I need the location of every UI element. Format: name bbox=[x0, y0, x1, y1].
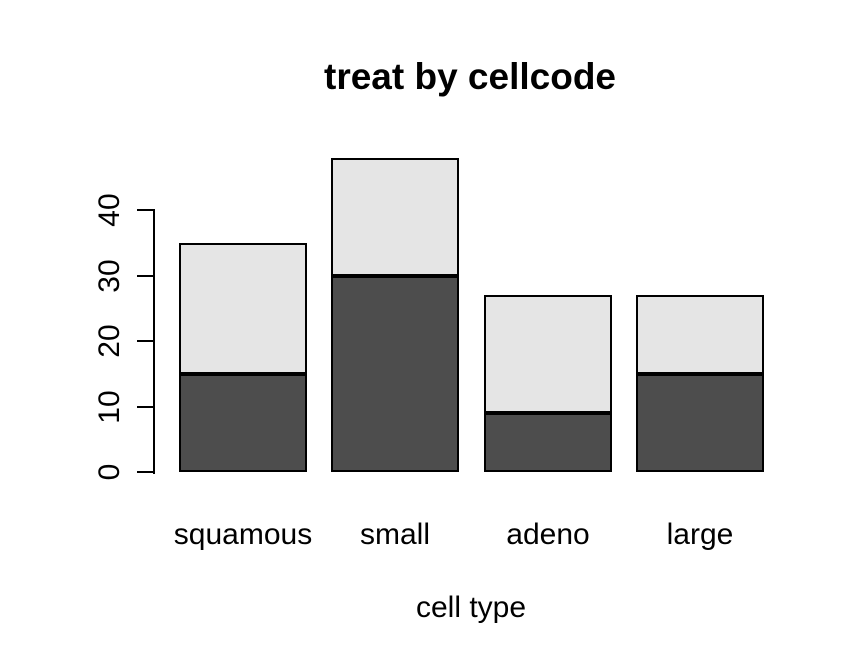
y-axis-tick bbox=[137, 274, 155, 277]
x-tick-label-squamous: squamous bbox=[173, 518, 313, 551]
y-tick-label: 20 bbox=[93, 324, 126, 358]
y-axis-tick bbox=[137, 340, 155, 343]
x-tick-label-large: large bbox=[666, 518, 734, 551]
x-axis-title: cell type bbox=[415, 591, 527, 624]
y-axis-tick bbox=[137, 405, 155, 408]
bar-segment-large-light-segment bbox=[636, 295, 764, 374]
bar-segment-large-dark-segment bbox=[636, 373, 764, 472]
bar-segment-adeno-dark-segment bbox=[484, 413, 612, 472]
x-tick-label-small: small bbox=[359, 518, 431, 551]
y-tick-label: 30 bbox=[93, 258, 126, 293]
y-tick-label: 0 bbox=[93, 463, 126, 481]
bar-segment-adeno-light-segment bbox=[484, 295, 612, 414]
x-tick-label-adeno: adeno bbox=[506, 518, 590, 551]
bar-segment-squamous-light-segment bbox=[179, 242, 307, 374]
y-axis-tick bbox=[137, 209, 155, 212]
y-tick-label: 40 bbox=[93, 193, 126, 227]
bar-segment-squamous-dark-segment bbox=[179, 373, 307, 472]
bar-segment-small-dark-segment bbox=[331, 275, 459, 472]
y-axis-tick bbox=[137, 471, 155, 473]
bar-segment-small-light-segment bbox=[331, 157, 459, 276]
y-tick-label: 10 bbox=[93, 389, 126, 424]
chart-title: treat by cellcode bbox=[323, 56, 617, 97]
